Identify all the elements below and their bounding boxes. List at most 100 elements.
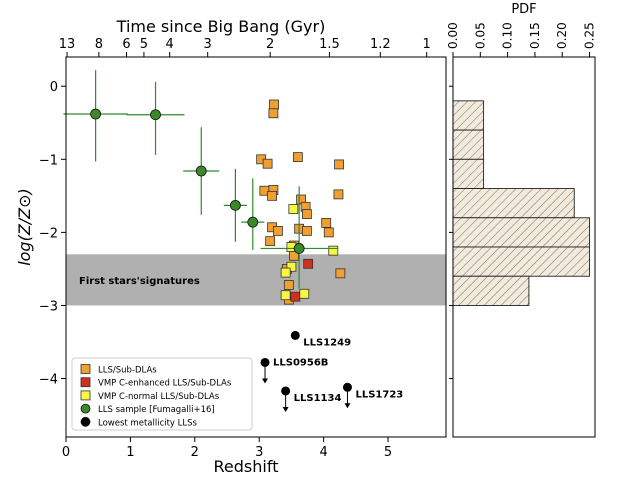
x-tick-label: 3	[255, 445, 263, 460]
pdf-bar	[452, 275, 530, 306]
legend-box	[71, 357, 253, 431]
main-ticks: 0 1 2 3 4 50−1−2−3−413 8 6 5 4 3 2 1.5 1.2 1	[39, 37, 431, 460]
pdf-tick-label: 0.25	[583, 22, 597, 49]
main-panel: First stars'signatures LLS1249LLS0956BLL…	[15, 17, 447, 476]
legend-marker	[80, 403, 91, 414]
lls-subdla-point	[283, 280, 294, 290]
lowest-metallicity-point	[281, 386, 291, 396]
top-tick-label: 3	[204, 37, 212, 52]
upper-limit-arrowhead	[262, 378, 269, 384]
first-stars-band-label: First stars'signatures	[79, 276, 200, 287]
fumagalli-point	[150, 109, 161, 121]
vmp-c-enhanced-point	[303, 258, 314, 269]
fumagalli-point	[195, 165, 207, 177]
top-tick-label: 4	[166, 37, 174, 52]
y-tick-label: 0	[50, 80, 58, 95]
lls-subdla-point	[272, 226, 283, 236]
vmp-c-normal-point	[286, 261, 297, 272]
pdf-bar	[452, 188, 575, 219]
vmp-c-normal-point	[288, 204, 299, 214]
fumagalli-point	[293, 243, 305, 254]
pdf-tick-label: 0.00	[446, 22, 460, 49]
pdf-bar	[452, 217, 590, 248]
lls-subdla-point	[269, 99, 279, 110]
lls-subdla-point	[268, 108, 279, 119]
lls-subdla-point	[262, 158, 273, 169]
vmp-c-normal-point	[280, 290, 291, 301]
vmp-c-normal-point	[299, 288, 310, 299]
lowest-metallicity-point	[260, 357, 270, 367]
lls-subdla-point	[323, 227, 334, 238]
main-axes-frame	[65, 56, 447, 438]
x-axis-label: Redshift	[214, 457, 279, 476]
legend-marker	[80, 377, 91, 388]
legend-label: VMP C-enhanced LLS/Sub-DLAs	[98, 379, 232, 389]
top-axis-label: Time since Big Bang (Gyr)	[116, 17, 326, 36]
lowest-metallicity-label: LLS1134	[294, 393, 342, 404]
top-tick-label: 1.5	[319, 37, 340, 52]
pdf-bar	[452, 100, 485, 131]
legend-label: LLS/Sub-DLAs	[98, 366, 157, 376]
lls-subdla-point	[301, 226, 312, 236]
pdf-ticks: 0.00 0.05 0.10 0.15 0.20 0.25	[446, 22, 597, 380]
lls-subdla-point	[267, 190, 278, 201]
legend-marker	[80, 390, 91, 401]
lls-subdla-point	[265, 236, 276, 247]
pdf-tick-label: 0.15	[528, 22, 542, 49]
first-stars-band	[66, 254, 446, 306]
top-tick-label: 6	[122, 37, 130, 52]
legend-label: VMP C-normal LLS/Sub-DLAs	[98, 392, 220, 402]
legend-marker	[80, 364, 91, 374]
lls-subdla-point	[292, 152, 303, 163]
top-tick-label: 8	[95, 37, 103, 52]
legend-label: Lowest metallicity LLSs	[98, 418, 198, 428]
x-tick-label: 1	[126, 445, 134, 460]
lls-subdla-point	[301, 209, 312, 220]
lowest-metallicity-label: LLS1723	[355, 389, 403, 400]
lowest-metallicity-point	[342, 382, 352, 392]
pdf-bar	[452, 246, 590, 277]
fumagalli-point	[229, 199, 241, 211]
legend: LLS/Sub-DLAs VMP C-enhanced LLS/Sub-DLAs V…	[71, 357, 253, 431]
pdf-tick-label: 0.20	[555, 22, 569, 49]
vmp-c-normal-point	[280, 267, 291, 278]
top-tick-label: 1	[423, 37, 431, 52]
top-tick-label: 1.2	[370, 37, 391, 52]
upper-limit-arrowhead	[344, 403, 351, 409]
lls-subdla-point	[333, 189, 344, 200]
top-tick-label: 5	[140, 37, 148, 52]
x-tick-label: 4	[319, 445, 327, 460]
pdf-tick-label: 0.05	[473, 22, 487, 49]
lls-subdla-point	[335, 268, 346, 279]
pdf-bars	[452, 100, 590, 306]
top-tick-label: 13	[59, 37, 76, 52]
pdf-axes-frame	[452, 56, 596, 438]
x-tick-label: 5	[384, 445, 392, 460]
top-tick-label: 2	[266, 37, 274, 52]
vmp-c-normal-point	[328, 245, 339, 256]
legend-label: LLS sample [Fumagalli+16]	[98, 405, 215, 415]
y-axis-label: log(Z/Z⊙)	[15, 188, 34, 266]
lowest-metallicity-label: LLS1249	[303, 337, 351, 348]
upper-limit-arrowhead	[282, 406, 289, 412]
lowest-metallicity-point	[290, 330, 300, 340]
fumagalli-point	[247, 216, 259, 228]
y-tick-label: −2	[39, 226, 58, 241]
pdf-tick-label: 0.10	[501, 22, 515, 49]
pdf-bar	[452, 129, 485, 160]
pdf-title: PDF	[511, 2, 536, 17]
x-tick-label: 0	[62, 445, 70, 460]
main-marks: LLS1249 LLS0956B LLS1134 LLS1723	[63, 70, 403, 412]
y-tick-label: −4	[39, 373, 58, 388]
fumagalli-point	[90, 108, 102, 120]
legend-marker	[80, 416, 91, 427]
pdf-panel: 0.00 0.05 0.10 0.15 0.20 0.25 PDF	[446, 2, 597, 438]
lls-subdla-point	[321, 217, 332, 228]
lowest-metallicity-label: LLS0956B	[273, 357, 328, 368]
y-tick-label: −3	[39, 299, 58, 314]
pdf-bar	[452, 158, 485, 189]
lls-subdla-point	[334, 159, 344, 170]
vmp-c-enhanced-point	[290, 291, 301, 302]
y-tick-label: −1	[39, 153, 58, 168]
